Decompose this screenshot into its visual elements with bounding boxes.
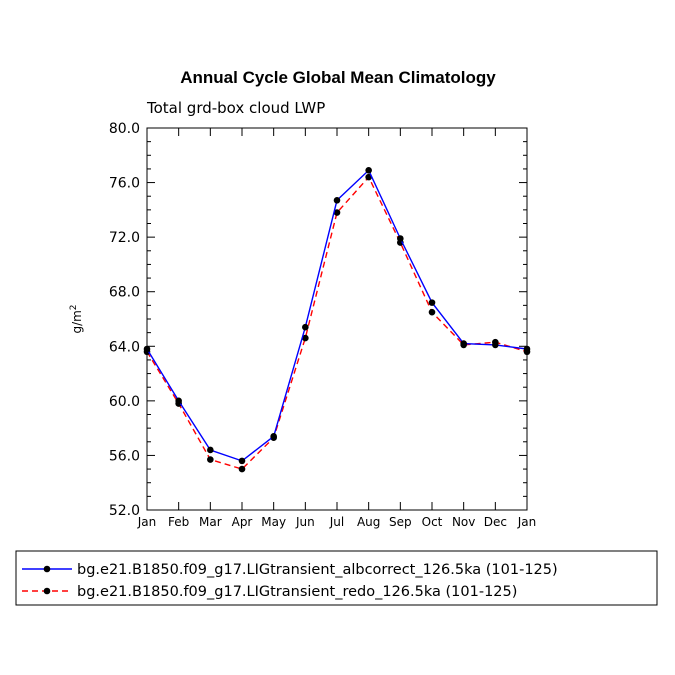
data-point-series-1 [460,340,467,347]
y-tick-label: 52.0 [109,503,140,519]
x-tick-label: Nov [452,515,475,529]
data-point-series-1 [302,323,309,331]
x-tick-label: Feb [168,515,189,529]
series-line-2 [146,175,528,470]
y-axis-label-main: g/m [70,310,84,333]
data-point-series-2 [428,308,436,316]
x-tick-label: Sep [389,515,412,529]
data-point-series-1 [143,345,151,353]
legend: bg.e21.B1850.f09_g17.LIGtransient_albcor… [15,550,658,606]
data-point-series-1 [207,446,214,454]
y-axis-label-sup: 2 [69,304,79,310]
legend-box [15,550,658,606]
data-point-series-2 [238,465,246,473]
y-axis-label: g/m2 [69,304,84,333]
y-tick-label: 80.0 [109,121,140,137]
data-point-series-1 [175,397,182,405]
x-tick-label: Jun [295,515,315,529]
x-tick-label: Jan [517,515,537,529]
data-point-series-1 [365,166,372,174]
data-point-series-2 [207,456,214,463]
legend-label-1: bg.e21.B1850.f09_g17.LIGtransient_albcor… [77,562,558,578]
plot-frame [146,127,528,511]
y-tick-label: 60.0 [109,394,140,410]
x-tick-label: Dec [484,515,507,529]
x-tick-label: Aug [357,515,380,529]
data-point-series-1 [397,235,404,242]
x-tick-label: Apr [232,515,253,529]
data-point-series-1 [270,433,277,440]
data-point-series-1 [238,457,246,465]
data-point-series-2 [365,173,372,181]
plot-area: 52.0 56.0 60.0 64.0 68.0 72.0 76.0 80.0 Jan Feb Ma… [109,121,536,529]
x-tick-label: Mar [199,515,222,529]
x-tick-label: Oct [422,515,443,529]
legend-marker-2 [43,587,51,595]
y-tick-label: 56.0 [109,448,140,464]
data-point-series-1 [492,341,499,349]
chart-subtitle: Total grd-box cloud LWP [146,99,325,117]
y-tick-label: 64.0 [109,339,140,355]
data-point-series-2 [333,209,341,216]
x-tick-label: Jan [137,515,157,529]
data-point-series-1 [428,299,436,306]
chart-title: Annual Cycle Global Mean Climatology [180,68,496,87]
data-point-series-1 [523,345,531,353]
y-tick-label: 76.0 [109,176,140,192]
data-point-series-1 [333,197,341,204]
data-point-series-2 [302,334,309,342]
y-tick-label: 72.0 [109,230,140,246]
x-tick-label: Jul [329,515,344,529]
x-tick-label: May [261,515,286,529]
legend-marker-1 [43,565,51,573]
legend-label-2: bg.e21.B1850.f09_g17.LIGtransient_redo_1… [77,584,517,600]
y-tick-label: 68.0 [109,285,140,301]
